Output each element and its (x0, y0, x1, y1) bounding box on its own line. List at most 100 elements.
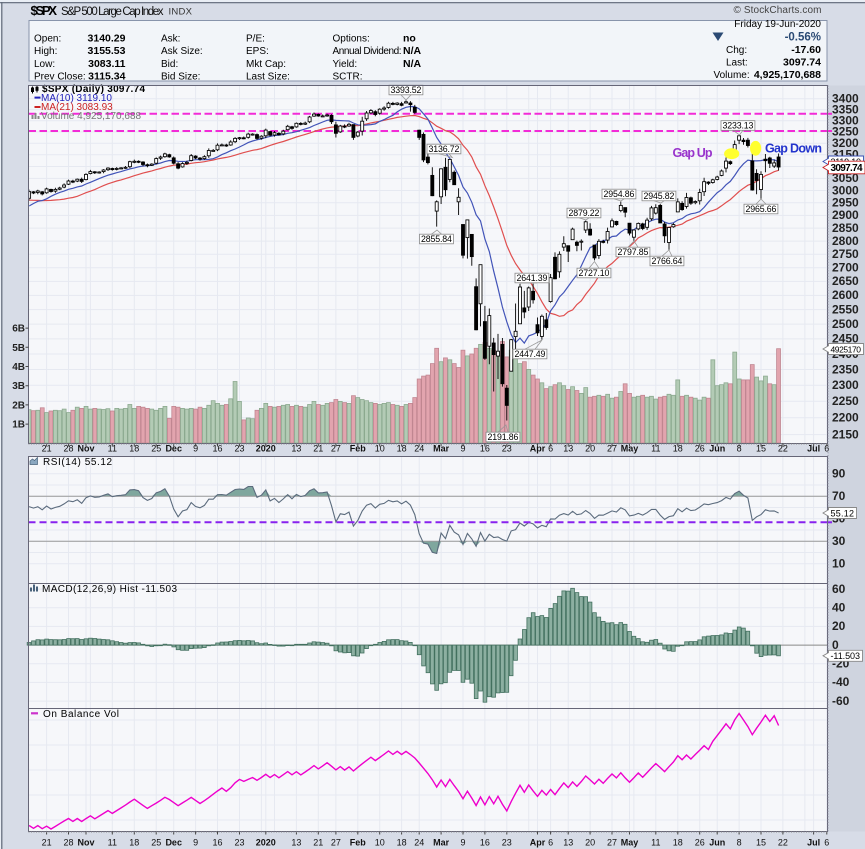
svg-text:2766.64: 2766.64 (652, 256, 683, 266)
svg-text:$SPX (Daily) 3097.74: $SPX (Daily) 3097.74 (42, 84, 145, 95)
svg-text:-17.60: -17.60 (791, 44, 821, 56)
svg-text:21: 21 (313, 838, 323, 848)
svg-text:18: 18 (673, 444, 683, 454)
svg-text:May: May (621, 838, 639, 848)
svg-text:11: 11 (651, 838, 660, 848)
svg-text:2447.49: 2447.49 (515, 349, 546, 359)
svg-text:Feb: Feb (350, 838, 367, 848)
svg-text:6: 6 (548, 838, 553, 848)
svg-text:10: 10 (375, 444, 385, 454)
svg-text:Prev Close:: Prev Close: (34, 72, 86, 83)
svg-text:Bid Size:: Bid Size: (161, 72, 200, 83)
svg-text:9: 9 (460, 444, 465, 454)
svg-text:Chg:: Chg: (726, 45, 747, 56)
svg-text:4B: 4B (12, 362, 25, 373)
svg-text:18: 18 (129, 838, 139, 848)
svg-text:SCTR:: SCTR: (333, 72, 363, 83)
svg-text:18: 18 (129, 444, 139, 454)
svg-text:2350: 2350 (832, 362, 859, 376)
svg-text:2750: 2750 (832, 247, 859, 261)
svg-text:May: May (621, 444, 639, 454)
svg-text:10: 10 (375, 838, 385, 848)
svg-text:2855.84: 2855.84 (421, 234, 452, 244)
svg-text:23: 23 (502, 838, 512, 848)
svg-text:3115.34: 3115.34 (88, 71, 126, 83)
svg-text:18: 18 (673, 838, 683, 848)
svg-text:Dec: Dec (165, 838, 182, 848)
svg-text:2500: 2500 (832, 317, 859, 331)
svg-text:3097.74: 3097.74 (783, 57, 821, 69)
svg-text:9: 9 (460, 838, 465, 848)
svg-text:Jun: Jun (709, 444, 725, 454)
svg-text:8: 8 (737, 838, 742, 848)
svg-text:2200: 2200 (832, 411, 859, 425)
svg-text:Ask:: Ask: (161, 34, 180, 45)
svg-text:3155.53: 3155.53 (88, 45, 126, 57)
svg-text:2950: 2950 (832, 196, 859, 210)
svg-text:Apr: Apr (530, 444, 546, 454)
svg-text:2727.10: 2727.10 (579, 268, 610, 278)
svg-text:23: 23 (502, 444, 512, 454)
svg-text:3000: 3000 (832, 183, 859, 197)
svg-text:90: 90 (832, 467, 846, 481)
svg-text:20: 20 (585, 444, 595, 454)
svg-text:6: 6 (824, 838, 829, 848)
svg-text:3300: 3300 (832, 114, 859, 128)
svg-text:N/A: N/A (403, 58, 422, 70)
svg-text:EPS:: EPS: (246, 46, 269, 57)
svg-text:3400: 3400 (832, 92, 859, 106)
svg-text:3250: 3250 (832, 125, 859, 139)
svg-text:8: 8 (737, 444, 742, 454)
svg-text:22: 22 (778, 838, 788, 848)
svg-text:Dec: Dec (165, 444, 182, 454)
svg-text:9: 9 (193, 444, 198, 454)
svg-text:Jun: Jun (709, 838, 725, 848)
svg-text:11: 11 (108, 838, 117, 848)
svg-text:16: 16 (212, 444, 222, 454)
svg-text:Jul: Jul (807, 838, 820, 848)
svg-text:9: 9 (193, 838, 198, 848)
svg-text:Low:: Low: (34, 59, 55, 70)
svg-text:Friday 19-Jun-2020: Friday 19-Jun-2020 (734, 19, 821, 30)
svg-text:3050: 3050 (832, 171, 859, 185)
svg-text:-40: -40 (832, 675, 850, 689)
svg-text:2650: 2650 (832, 274, 859, 288)
svg-text:25: 25 (151, 444, 161, 454)
svg-text:Nov: Nov (77, 838, 94, 848)
svg-text:MA(10) 3119.10: MA(10) 3119.10 (41, 93, 112, 104)
svg-text:28: 28 (63, 838, 73, 848)
svg-text:20: 20 (832, 619, 846, 633)
svg-text:28: 28 (63, 444, 73, 454)
svg-text:Open:: Open: (34, 34, 61, 45)
svg-text:3083.11: 3083.11 (88, 58, 126, 70)
svg-text:3097.74: 3097.74 (831, 163, 863, 174)
svg-text:5B: 5B (12, 343, 25, 354)
svg-text:55.12: 55.12 (831, 508, 855, 518)
svg-text:24: 24 (414, 838, 424, 848)
svg-text:2797.85: 2797.85 (618, 247, 649, 257)
svg-text:3B: 3B (12, 381, 25, 392)
svg-text:23: 23 (234, 838, 244, 848)
svg-text:2700: 2700 (832, 261, 859, 275)
svg-text:26: 26 (695, 838, 705, 848)
svg-text:$SPX: $SPX (31, 3, 58, 18)
svg-text:Yield:: Yield: (333, 59, 358, 70)
svg-text:Gap Down: Gap Down (765, 142, 822, 156)
svg-text:25: 25 (151, 838, 161, 848)
svg-text:Feb: Feb (350, 444, 367, 454)
svg-text:Nov: Nov (77, 444, 94, 454)
svg-text:Ask Size:: Ask Size: (161, 46, 203, 57)
svg-text:16: 16 (480, 838, 490, 848)
svg-text:Mar: Mar (433, 444, 450, 454)
svg-text:2879.22: 2879.22 (569, 208, 600, 218)
svg-text:60: 60 (832, 582, 846, 596)
svg-text:26: 26 (695, 444, 705, 454)
svg-text:23: 23 (234, 444, 244, 454)
svg-text:RSI(14) 55.12: RSI(14) 55.12 (43, 457, 112, 468)
svg-text:Last Size:: Last Size: (246, 72, 290, 83)
svg-text:2850: 2850 (832, 221, 859, 235)
svg-text:N/A: N/A (403, 45, 422, 57)
svg-text:2250: 2250 (832, 394, 859, 408)
svg-text:2800: 2800 (832, 234, 859, 248)
svg-text:27: 27 (607, 444, 617, 454)
